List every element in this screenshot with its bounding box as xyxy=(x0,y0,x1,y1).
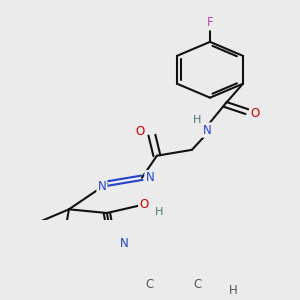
Text: C: C xyxy=(146,278,154,291)
Text: O: O xyxy=(250,107,260,120)
Text: F: F xyxy=(207,16,213,29)
Text: N: N xyxy=(202,124,211,136)
Text: H: H xyxy=(155,206,163,217)
Text: N: N xyxy=(146,171,154,184)
Text: O: O xyxy=(135,125,145,138)
Text: O: O xyxy=(139,198,148,211)
Text: N: N xyxy=(119,237,128,250)
Text: C: C xyxy=(194,278,202,291)
Text: N: N xyxy=(98,180,106,193)
Text: H: H xyxy=(229,284,237,297)
Text: H: H xyxy=(193,116,201,125)
